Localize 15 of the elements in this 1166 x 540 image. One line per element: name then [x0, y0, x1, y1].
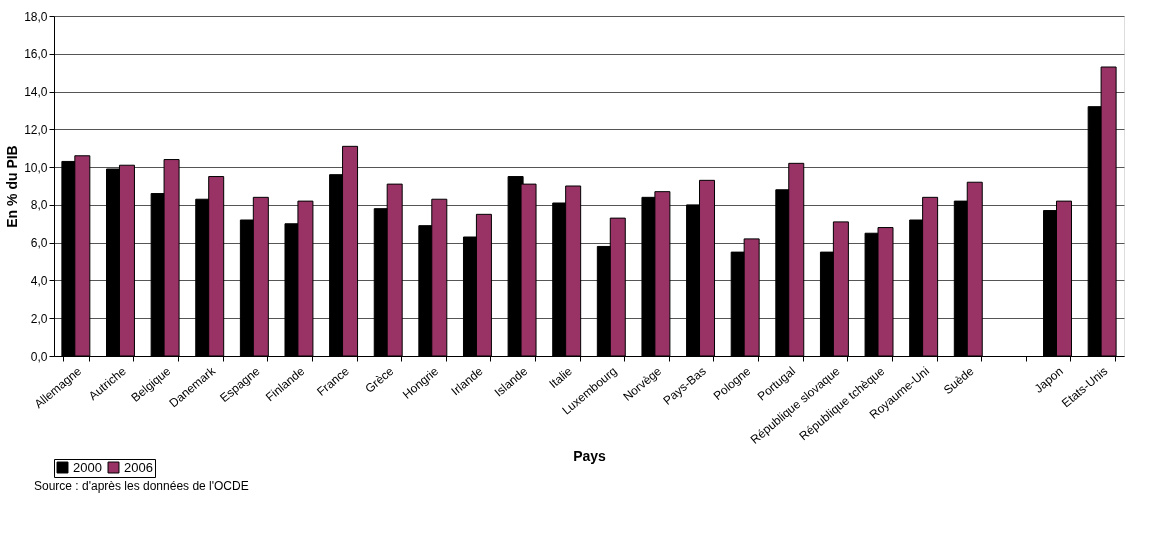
- source-note: Source : d'après les données de l'OCDE: [34, 479, 249, 493]
- y-tick-label: 4,0: [30, 273, 48, 288]
- legend-label: 2000: [73, 459, 102, 475]
- y-tick-label: 10,0: [24, 160, 48, 175]
- y-axis-title: En % du PIB: [4, 145, 21, 228]
- y-tick-label: 12,0: [24, 122, 48, 137]
- y-tick-label: 16,0: [24, 47, 48, 62]
- y-tick-label: 8,0: [30, 198, 48, 213]
- y-tick-label: 2,0: [30, 311, 48, 326]
- y-tick-label: 18,0: [24, 9, 48, 24]
- y-tick-label: 6,0: [30, 236, 48, 251]
- y-tick-label: 14,0: [24, 85, 48, 100]
- x-axis-title: Pays: [573, 447, 607, 464]
- legend-label: 2006: [124, 459, 153, 475]
- y-tick-label: 0,0: [30, 349, 48, 364]
